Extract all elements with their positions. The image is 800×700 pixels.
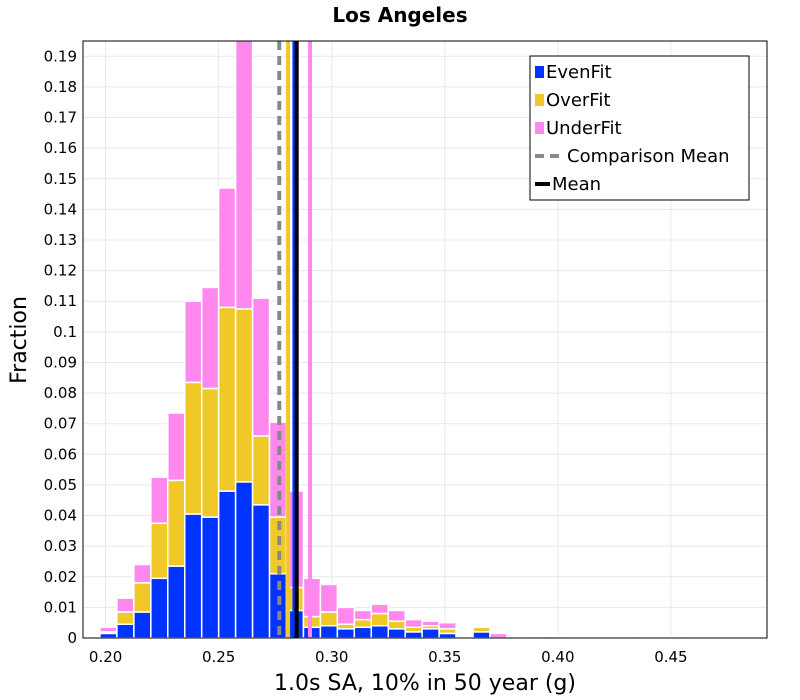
legend-label: Mean (552, 174, 601, 195)
x-axis-label: 1.0s SA, 10% in 50 year (g) (274, 671, 576, 696)
bar-evenfit (184, 513, 203, 638)
bar-underfit (489, 632, 508, 638)
bar-evenfit (251, 504, 271, 638)
y-tick-label: 0.08 (44, 384, 77, 402)
bar-evenfit (167, 565, 186, 638)
bar-underfit (438, 621, 457, 630)
bar-evenfit (319, 625, 339, 638)
y-tick-label: 0.09 (44, 353, 77, 371)
legend-swatch (535, 66, 544, 78)
y-tick-label: 0.18 (44, 78, 77, 96)
y-tick-label: 0.01 (44, 598, 77, 616)
y-tick-label: 0.04 (44, 507, 77, 525)
x-tick-label: 0.25 (202, 648, 235, 666)
bar-evenfit (387, 628, 406, 638)
bar-overfit (150, 522, 169, 580)
bar-overfit (217, 306, 237, 492)
mean-lines-layer (277, 41, 313, 638)
x-tick-label: 0.20 (89, 648, 122, 666)
bar-overfit (370, 612, 390, 627)
chart-title: Los Angeles (332, 3, 467, 27)
bar-evenfit (150, 577, 169, 638)
bar-underfit (370, 603, 390, 615)
bar-evenfit (200, 516, 220, 638)
bar-underfit (200, 286, 220, 390)
y-tick-label: 0.13 (44, 231, 77, 249)
bar-overfit (251, 435, 271, 506)
plot-area-border (82, 40, 768, 639)
legend-label: OverFit (546, 90, 610, 111)
y-tick-label: 0.11 (44, 292, 77, 310)
y-tick-label: 0.06 (44, 445, 77, 463)
x-tick-label: 0.40 (541, 648, 574, 666)
y-tick-label: 0.12 (44, 262, 77, 280)
bar-evenfit (116, 623, 135, 638)
y-axis-label: Fraction (7, 296, 32, 384)
y-tick-label: 0.07 (44, 415, 77, 433)
legend-swatch (535, 94, 544, 106)
bar-underfit (234, 41, 254, 310)
bar-evenfit (133, 611, 152, 638)
bar-overfit (353, 618, 373, 629)
bar-evenfit (336, 628, 356, 638)
bar-underfit (150, 476, 169, 524)
y-tick-label: 0.03 (44, 537, 77, 555)
bar-underfit (675, 635, 695, 638)
legend-label: EvenFit (546, 62, 612, 83)
bar-underfit (251, 297, 271, 437)
bar-underfit (404, 618, 423, 629)
bar-underfit (472, 625, 491, 629)
bar-underfit (167, 412, 186, 482)
y-tick-label: 0.15 (44, 170, 77, 188)
bar-overfit (234, 308, 254, 483)
bar-underfit (116, 597, 135, 613)
bar-underfit (184, 300, 203, 384)
legend-label: Comparison Mean (567, 146, 730, 167)
legend-swatch (535, 122, 544, 134)
y-tick-label: 0.19 (44, 47, 77, 65)
bar-underfit (99, 626, 118, 633)
bar-underfit (557, 635, 576, 638)
y-tick-label: 0.14 (44, 200, 77, 218)
x-tick-label: 0.45 (654, 648, 687, 666)
bar-underfit (624, 635, 644, 638)
bar-underfit (353, 609, 373, 621)
legend-label: UnderFit (546, 118, 622, 139)
bar-evenfit (234, 481, 254, 638)
bar-overfit (116, 611, 135, 625)
bar-evenfit (404, 631, 423, 638)
bar-evenfit (370, 625, 390, 638)
bar-underfit (133, 563, 152, 584)
bar-underfit (421, 620, 440, 627)
y-tick-label: 0.1 (53, 323, 77, 341)
bar-underfit (455, 634, 474, 638)
y-tick-label: 0.05 (44, 476, 77, 494)
bar-overfit (184, 381, 203, 515)
bar-underfit (387, 609, 406, 622)
bar-evenfit (217, 490, 237, 638)
bar-underfit (319, 583, 339, 613)
bar-overfit (133, 582, 152, 613)
bar-evenfit (421, 628, 440, 638)
legend-box (529, 55, 750, 201)
y-tick-label: 0.02 (44, 568, 77, 586)
y-tick-label: 0.17 (44, 109, 77, 127)
bar-underfit (336, 606, 356, 625)
legend: EvenFit OverFit UnderFit Comparison Mean Mea… (529, 55, 750, 201)
bar-underfit (217, 187, 237, 309)
x-tick-label: 0.30 (315, 648, 348, 666)
bar-overfit (200, 387, 220, 518)
bar-overfit (387, 620, 406, 630)
bar-evenfit (353, 626, 373, 638)
y-axis-ticks: 0 0.01 0.02 0.03 0.04 0.05 0.06 0.07 0.08 0.09 0.1… (44, 47, 77, 647)
x-tick-label: 0.35 (428, 648, 461, 666)
y-tick-label: 0.16 (44, 139, 77, 157)
bar-evenfit (472, 631, 491, 638)
y-tick-label: 0 (67, 629, 77, 647)
x-axis-ticks: 0.20 0.25 0.30 0.35 0.40 0.45 (89, 648, 688, 666)
bar-overfit (167, 479, 186, 567)
bar-overfit (319, 611, 339, 627)
